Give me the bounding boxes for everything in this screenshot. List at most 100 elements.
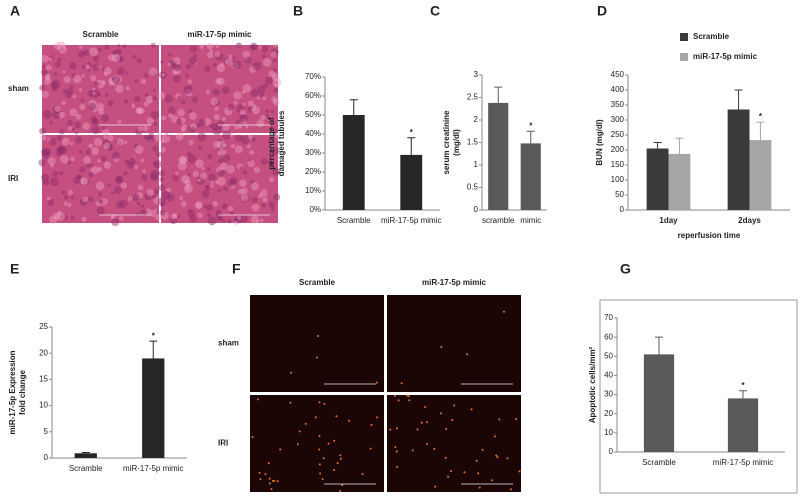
texture — [273, 87, 279, 94]
texture — [237, 188, 244, 195]
texture — [173, 74, 181, 83]
texture — [213, 113, 221, 121]
texture — [198, 118, 206, 127]
texture — [48, 57, 53, 61]
texture — [321, 478, 324, 481]
texture — [264, 473, 267, 476]
texture — [53, 72, 57, 76]
texture — [268, 477, 271, 480]
texture — [234, 221, 239, 225]
x-tick-label: 2days — [738, 216, 761, 225]
y-tick-label: 10% — [305, 186, 321, 195]
texture — [424, 406, 427, 409]
texture — [78, 149, 83, 154]
texture — [129, 196, 135, 202]
texture — [63, 195, 69, 200]
texture — [232, 60, 242, 70]
texture — [262, 96, 266, 101]
texture — [85, 149, 92, 155]
texture — [425, 421, 428, 424]
texture — [440, 412, 443, 415]
texture — [273, 43, 278, 48]
texture — [249, 180, 254, 184]
texture — [217, 176, 226, 186]
texture — [470, 408, 473, 411]
texture — [265, 113, 269, 118]
texture — [224, 106, 233, 116]
texture — [258, 193, 263, 199]
texture — [85, 163, 91, 169]
y-axis-label: BUN (mg/dl) — [595, 119, 604, 166]
texture — [107, 143, 113, 150]
texture — [339, 454, 342, 457]
texture — [228, 54, 233, 60]
texture — [241, 187, 248, 195]
texture — [52, 212, 61, 220]
texture — [150, 173, 158, 182]
texture — [187, 79, 193, 85]
texture — [420, 421, 423, 424]
texture — [251, 203, 260, 212]
texture — [58, 145, 64, 151]
texture — [239, 113, 248, 123]
texture — [453, 404, 456, 407]
texture — [234, 125, 239, 130]
texture — [153, 196, 162, 205]
texture — [59, 128, 65, 135]
error-bar — [526, 130, 535, 144]
texture — [110, 215, 115, 220]
texture — [272, 68, 277, 72]
texture — [53, 42, 62, 50]
texture — [47, 137, 53, 143]
texture — [240, 135, 250, 145]
texture — [101, 80, 106, 84]
texture — [142, 169, 147, 173]
texture — [213, 99, 220, 106]
texture — [146, 188, 155, 197]
texture — [55, 61, 61, 68]
micrograph — [42, 135, 159, 223]
texture — [115, 140, 121, 146]
error-bar — [81, 451, 90, 454]
texture — [216, 63, 226, 73]
texture — [322, 457, 325, 460]
texture — [115, 48, 122, 55]
texture — [67, 87, 74, 95]
texture — [227, 205, 234, 212]
texture — [176, 214, 181, 218]
texture — [395, 450, 398, 453]
texture — [268, 201, 276, 208]
texture — [348, 419, 351, 422]
texture — [196, 123, 201, 128]
texture — [185, 185, 190, 190]
x-tick-label: mimic — [520, 216, 541, 225]
significance: * — [529, 121, 533, 130]
texture — [214, 51, 221, 58]
x-tick-label: Scramble — [69, 464, 103, 473]
bar — [400, 154, 423, 210]
texture — [274, 84, 278, 88]
texture — [100, 114, 109, 123]
texture — [158, 71, 166, 79]
texture — [166, 187, 172, 193]
texture — [184, 179, 191, 186]
texture — [475, 459, 478, 462]
texture — [361, 472, 364, 475]
texture — [241, 90, 246, 94]
texture — [396, 465, 399, 468]
texture — [125, 71, 129, 75]
texture — [67, 119, 73, 126]
texture — [260, 114, 266, 121]
texture — [215, 43, 220, 48]
x-tick-label: miR-17-5p mimic — [713, 458, 773, 467]
texture — [244, 56, 252, 64]
y-tick-label: 1 — [474, 160, 479, 169]
texture — [62, 88, 68, 94]
texture — [115, 200, 124, 209]
y-axis-label: miR-17-5p Expression — [8, 350, 17, 434]
texture — [47, 74, 52, 79]
texture — [50, 81, 58, 89]
texture — [290, 371, 293, 374]
texture — [54, 105, 61, 112]
texture — [41, 90, 50, 99]
